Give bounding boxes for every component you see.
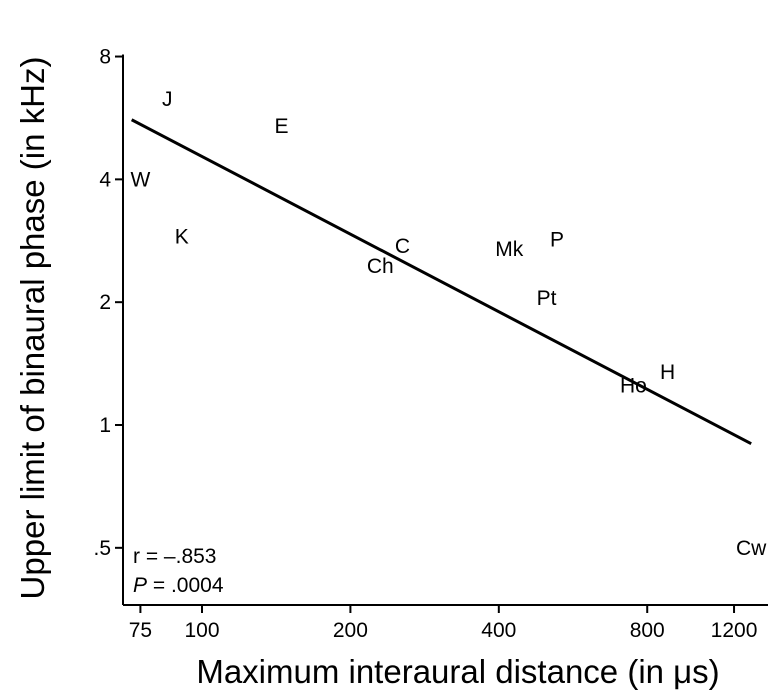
regression-line [130, 118, 752, 445]
data-point-ch: Ch [367, 255, 394, 278]
x-tick-label: 100 [184, 619, 219, 642]
x-ticks: 75 100 200 400 800 1200 [129, 605, 758, 642]
y-tick-label: 2 [99, 291, 111, 314]
p-symbol: P [133, 574, 147, 597]
x-axis-title: Maximum interaural distance (in μs) [196, 653, 719, 690]
y-tick-label: 4 [99, 168, 111, 191]
p-value-label: P = .0004 [133, 574, 224, 597]
data-point-cw: Cw [736, 537, 767, 560]
y-axis-title: Upper limit of binaural phase (in kHz) [14, 57, 51, 600]
x-tick-label: 200 [333, 619, 368, 642]
correlation-label: r = –.853 [133, 545, 216, 568]
data-point-mk: Mk [495, 238, 523, 261]
data-point-e: E [275, 115, 289, 138]
data-point-p: P [550, 228, 564, 251]
x-tick-label: 1200 [711, 619, 758, 642]
y-ticks: .5 1 2 4 8 [93, 46, 123, 560]
y-tick-label: 8 [99, 46, 111, 69]
y-tick-label: .5 [93, 537, 111, 560]
x-tick-label: 800 [630, 619, 665, 642]
data-point-c: C [395, 235, 410, 258]
data-point-k: K [175, 225, 189, 248]
data-points: J E W K CCh Mk P Pt H Ho Cw [130, 88, 767, 560]
data-point-w: W [130, 168, 150, 191]
data-point-h: H [660, 361, 675, 384]
data-point-pt: Pt [537, 287, 557, 310]
data-point-j: J [162, 88, 173, 111]
y-tick-label: 1 [99, 414, 111, 437]
data-point-ho: Ho [620, 374, 647, 397]
p-value: = .0004 [147, 574, 224, 597]
x-tick-label: 400 [481, 619, 516, 642]
x-tick-label: 75 [129, 619, 152, 642]
axes [122, 54, 768, 606]
